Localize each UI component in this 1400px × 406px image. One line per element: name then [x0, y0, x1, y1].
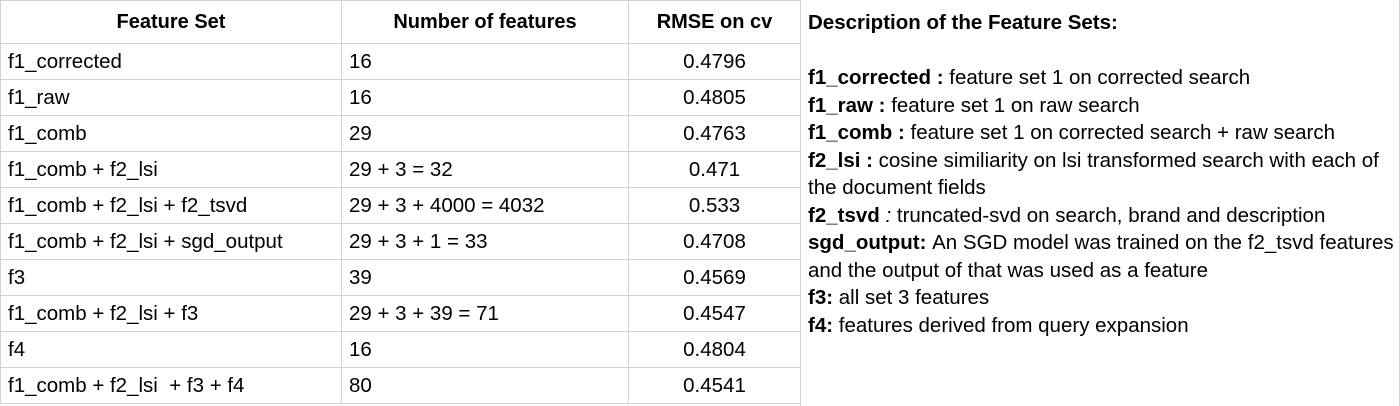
- description-item: f4: features derived from query expansio…: [808, 312, 1400, 340]
- cell-rmse[interactable]: 0.4708: [628, 223, 801, 260]
- cell-feature-count[interactable]: 16: [341, 43, 629, 80]
- description-term: f3: [808, 286, 827, 309]
- cell-feature-set[interactable]: f3: [0, 259, 342, 296]
- cell-feature-count[interactable]: 39: [341, 259, 629, 296]
- cell-feature-set[interactable]: f1_comb: [0, 115, 342, 152]
- cell-rmse[interactable]: 0.4547: [628, 295, 801, 332]
- table-row: f1_raw 16 0.4805: [0, 79, 801, 116]
- cell-feature-count[interactable]: 29 + 3 + 39 = 71: [341, 295, 629, 332]
- description-text: feature set 1 on corrected search: [949, 66, 1251, 89]
- table-row: f4 16 0.4804: [0, 331, 801, 368]
- table-row: f1_comb + f2_lsi + f3 29 + 3 + 39 = 71 0…: [0, 295, 801, 332]
- header-rmse[interactable]: RMSE on cv: [628, 0, 801, 44]
- cell-feature-set[interactable]: f1_raw: [0, 79, 342, 116]
- description-text: feature set 1 on raw search: [891, 93, 1140, 117]
- description-term: f2_tsvd: [808, 203, 880, 227]
- table-row: f1_comb + f2_lsi + f3 + f4 80 0.4541: [0, 367, 801, 404]
- description-separator: :: [931, 66, 950, 89]
- cell-feature-count[interactable]: 16: [341, 79, 629, 116]
- cell-rmse[interactable]: 0.533: [628, 187, 801, 224]
- description-title: Description of the Feature Sets:: [808, 11, 1118, 34]
- header-feature-set[interactable]: Feature Set: [0, 0, 342, 44]
- cell-feature-set[interactable]: f1_corrected: [0, 43, 342, 80]
- table-row: f3 39 0.4569: [0, 259, 801, 296]
- cell-feature-count[interactable]: 80: [341, 367, 629, 404]
- table-row: f1_comb + f2_lsi + f2_tsvd 29 + 3 + 4000…: [0, 187, 801, 224]
- cell-feature-count[interactable]: 29 + 3 + 4000 = 4032: [341, 187, 629, 224]
- table-row: f1_comb 29 0.4763: [0, 115, 801, 152]
- description-term: sgd_output: [808, 231, 920, 254]
- description-item: sgd_output: An SGD model was trained on …: [808, 229, 1400, 284]
- cell-rmse[interactable]: 0.4804: [628, 331, 801, 368]
- table-row: f1_comb + f2_lsi 29 + 3 = 32 0.471: [0, 151, 801, 188]
- description-text: An SGD model was trained on the f2_tsvd …: [808, 231, 1394, 282]
- description-item: f2_lsi : cosine similiarity on lsi trans…: [808, 147, 1400, 202]
- cell-rmse[interactable]: 0.4541: [628, 367, 801, 404]
- description-term: f2_lsi: [808, 148, 861, 172]
- description-item: f2_tsvd : truncated-svd on search, brand…: [808, 202, 1400, 230]
- description-text: truncated-svd on search, brand and descr…: [896, 203, 1326, 227]
- cell-feature-set[interactable]: f1_comb + f2_lsi: [0, 151, 342, 188]
- feature-table: Feature Set Number of features RMSE on c…: [0, 0, 801, 404]
- header-row: Feature Set Number of features RMSE on c…: [0, 0, 801, 44]
- cell-feature-set[interactable]: f1_comb + f2_lsi + f2_tsvd: [0, 187, 342, 224]
- cell-rmse[interactable]: 0.4805: [628, 79, 801, 116]
- description-item: f1_comb : feature set 1 on corrected sea…: [808, 119, 1400, 147]
- description-separator: :: [919, 231, 933, 254]
- description-separator: :: [860, 148, 879, 172]
- table-row: f1_comb + f2_lsi + sgd_output 29 + 3 + 1…: [0, 223, 801, 260]
- description-term: f1_raw: [808, 93, 873, 117]
- cell-feature-count[interactable]: 29 + 3 = 32: [341, 151, 629, 188]
- description-term: f1_comb: [808, 121, 893, 144]
- cell-rmse[interactable]: 0.4763: [628, 115, 801, 152]
- description-separator: :: [872, 93, 892, 117]
- description-item: f3: all set 3 features: [808, 284, 1400, 312]
- cell-feature-set[interactable]: f1_comb + f2_lsi + sgd_output: [0, 223, 342, 260]
- description-text: cosine similiarity on lsi transformed se…: [808, 148, 1379, 200]
- description-list: f1_corrected : feature set 1 on correcte…: [808, 64, 1400, 339]
- cell-feature-count[interactable]: 29 + 3 + 1 = 33: [341, 223, 629, 260]
- description-text: features derived from query expansion: [838, 313, 1189, 337]
- description-term: f1_corrected: [808, 66, 932, 89]
- table-row: f1_corrected 16 0.4796: [0, 43, 801, 80]
- cell-feature-set[interactable]: f1_comb + f2_lsi + f3 + f4: [0, 367, 342, 404]
- description-text: all set 3 features: [838, 286, 990, 309]
- cell-rmse[interactable]: 0.4796: [628, 43, 801, 80]
- description-term: f4: [808, 313, 827, 337]
- cell-rmse[interactable]: 0.471: [628, 151, 801, 188]
- description-separator: :: [879, 203, 897, 227]
- cell-rmse[interactable]: 0.4569: [628, 259, 801, 296]
- cell-feature-count[interactable]: 16: [341, 331, 629, 368]
- cell-feature-count[interactable]: 29: [341, 115, 629, 152]
- description-cell[interactable]: Description of the Feature Sets: f1_corr…: [800, 0, 1400, 406]
- cell-feature-set[interactable]: f1_comb + f2_lsi + f3: [0, 295, 342, 332]
- description-text: feature set 1 on corrected search + raw …: [910, 121, 1335, 144]
- description-separator: :: [826, 313, 839, 337]
- description-separator: :: [826, 286, 839, 309]
- description-item: f1_corrected : feature set 1 on correcte…: [808, 64, 1400, 92]
- header-number-of-features[interactable]: Number of features: [341, 0, 629, 44]
- description-item: f1_raw : feature set 1 on raw search: [808, 92, 1400, 120]
- cell-feature-set[interactable]: f4: [0, 331, 342, 368]
- description-separator: :: [892, 121, 911, 144]
